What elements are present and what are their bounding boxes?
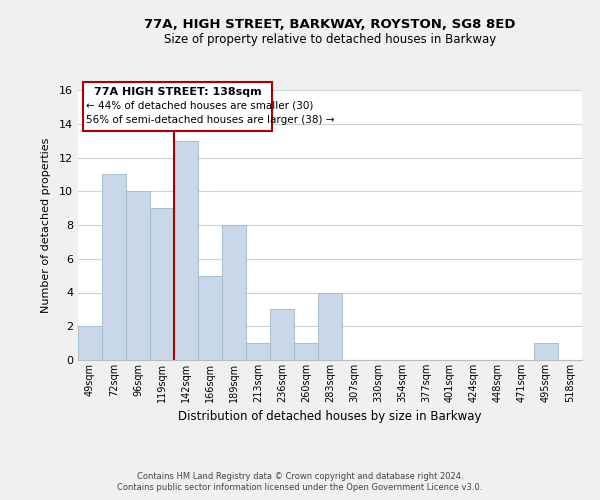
Bar [174,140,198,360]
Text: Contains public sector information licensed under the Open Government Licence v3: Contains public sector information licen… [118,484,482,492]
Bar [78,326,102,360]
Text: Contains HM Land Registry data © Crown copyright and database right 2024.: Contains HM Land Registry data © Crown c… [137,472,463,481]
Text: ← 44% of detached houses are smaller (30): ← 44% of detached houses are smaller (30… [86,101,314,111]
Bar [102,174,126,360]
FancyBboxPatch shape [83,82,272,132]
X-axis label: Distribution of detached houses by size in Barkway: Distribution of detached houses by size … [178,410,482,424]
Text: 77A, HIGH STREET, BARKWAY, ROYSTON, SG8 8ED: 77A, HIGH STREET, BARKWAY, ROYSTON, SG8 … [144,18,516,30]
Bar [534,343,558,360]
Bar [270,310,294,360]
Y-axis label: Number of detached properties: Number of detached properties [41,138,50,312]
Text: Size of property relative to detached houses in Barkway: Size of property relative to detached ho… [164,32,496,46]
Bar [246,343,270,360]
Bar [222,225,246,360]
Text: 77A HIGH STREET: 138sqm: 77A HIGH STREET: 138sqm [94,88,262,98]
Bar [126,191,150,360]
Bar [318,292,342,360]
Bar [294,343,318,360]
Bar [150,208,174,360]
Bar [198,276,222,360]
Text: 56% of semi-detached houses are larger (38) →: 56% of semi-detached houses are larger (… [86,116,335,126]
